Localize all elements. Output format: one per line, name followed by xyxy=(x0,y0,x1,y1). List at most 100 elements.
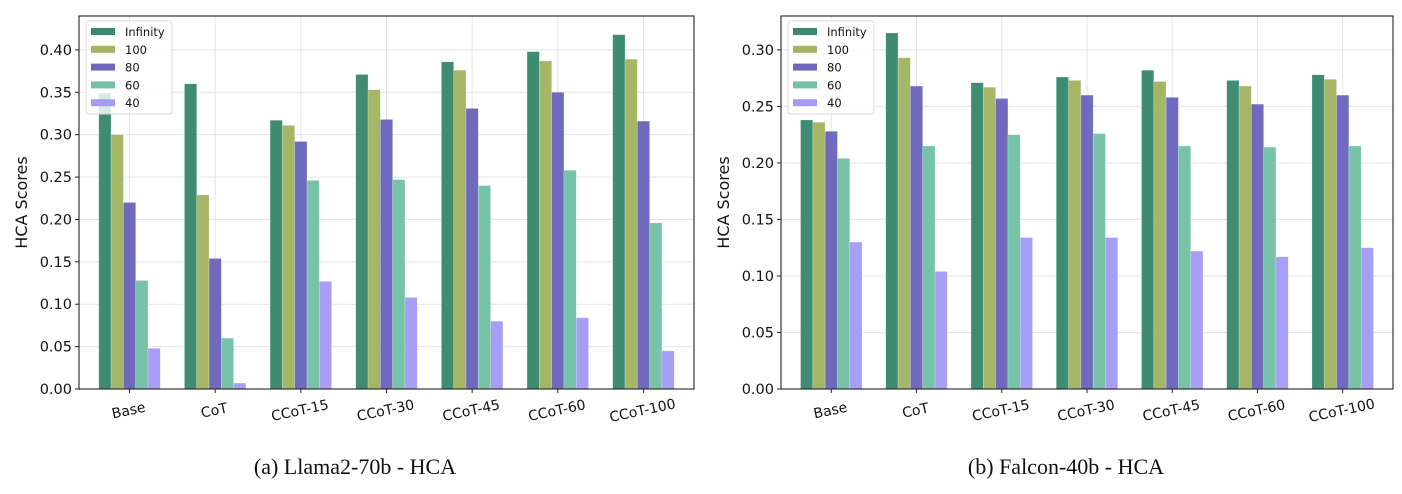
bar-60-ccot-15 xyxy=(1007,134,1021,390)
bar-60-ccot-100 xyxy=(649,222,663,390)
bar-40-ccot-15 xyxy=(1019,237,1033,390)
legend-label: Infinity xyxy=(827,25,867,39)
x-tick-label: CCoT-45 xyxy=(1141,397,1201,425)
bar-40-base xyxy=(849,241,863,390)
bar-80-ccot-100 xyxy=(1336,94,1350,390)
bar-40-ccot-15 xyxy=(318,281,332,390)
bar-40-ccot-30 xyxy=(1105,237,1119,390)
bar-80-ccot-100 xyxy=(637,120,650,390)
y-tick-label: 0.30 xyxy=(40,128,72,144)
legend-label: 80 xyxy=(125,61,140,75)
bar-100-ccot-30 xyxy=(1068,80,1082,390)
bars xyxy=(98,34,675,390)
y-axis: 0.00 0.05 0.10 0.15 0.20 0.25 0.30 0.35 0.40 xyxy=(40,43,79,398)
bar-100-ccot-60 xyxy=(1238,85,1252,390)
legend-swatch-infinity xyxy=(793,28,817,35)
bar-infinity-ccot-30 xyxy=(355,74,369,390)
bar-40-ccot-30 xyxy=(404,297,418,390)
legend-swatch-40 xyxy=(793,99,817,107)
bar-40-ccot-100 xyxy=(1360,247,1374,390)
bar-80-cot xyxy=(910,85,923,390)
bar-100-base xyxy=(812,121,826,390)
bar-infinity-ccot-30 xyxy=(1055,76,1069,390)
legend-swatch-80 xyxy=(793,63,817,71)
bar-60-base xyxy=(837,158,851,390)
bar-80-ccot-45 xyxy=(465,108,479,390)
legend-label: 60 xyxy=(827,78,842,92)
bar-80-base xyxy=(824,130,838,390)
bar-infinity-ccot-100 xyxy=(612,34,626,390)
chart-caption: (b) Falcon-40b - HCA xyxy=(967,454,1165,479)
legend-swatch-80 xyxy=(91,63,115,71)
legend: Infinity 100 80 60 40 xyxy=(787,20,875,115)
bar-infinity-cot xyxy=(184,83,198,390)
y-tick-label: 0.30 xyxy=(742,43,774,59)
x-tick-label: Base xyxy=(812,400,849,423)
bar-100-ccot-100 xyxy=(624,58,638,390)
bar-60-ccot-100 xyxy=(1348,145,1362,390)
bar-100-ccot-30 xyxy=(367,89,381,390)
x-tick-label: CCoT-60 xyxy=(1226,397,1286,425)
bar-100-ccot-100 xyxy=(1323,78,1337,390)
bar-100-cot xyxy=(196,194,210,390)
bar-100-ccot-45 xyxy=(453,69,467,390)
bar-infinity-ccot-15 xyxy=(970,82,984,390)
bar-100-ccot-15 xyxy=(282,125,295,390)
bar-60-ccot-60 xyxy=(1263,146,1277,390)
y-tick-label: 0.10 xyxy=(742,269,774,285)
bar-infinity-ccot-60 xyxy=(1226,80,1240,390)
legend-box xyxy=(85,20,173,115)
bar-40-ccot-45 xyxy=(490,320,504,390)
bar-80-ccot-30 xyxy=(380,119,393,390)
legend-swatch-infinity xyxy=(91,28,115,35)
bar-80-ccot-45 xyxy=(1165,97,1179,390)
legend-label: 100 xyxy=(827,43,849,57)
bar-80-base xyxy=(123,202,136,390)
legend-label: 40 xyxy=(125,96,140,110)
falcon-hca-bar-chart: 0.00 0.05 0.10 0.15 0.20 0.25 0.30 HCA Scores Ba… xyxy=(714,15,1394,426)
bar-60-base xyxy=(135,280,149,390)
bar-infinity-ccot-100 xyxy=(1311,74,1325,390)
y-tick-label: 0.15 xyxy=(40,255,72,271)
x-axis: Base CoT CCoT-15 CCoT-30 CCoT-45 CCoT-60 CCoT-… xyxy=(110,389,677,426)
bar-40-base xyxy=(147,348,161,390)
x-tick-label: CCoT-45 xyxy=(441,397,501,425)
x-tick-label: CCoT-100 xyxy=(1307,396,1376,426)
legend-label: 60 xyxy=(125,78,140,92)
bar-40-ccot-60 xyxy=(575,317,589,390)
x-tick-label: CCoT-100 xyxy=(608,396,677,426)
legend-label: 80 xyxy=(827,61,842,75)
bar-100-ccot-60 xyxy=(539,60,552,390)
y-axis-label: HCA Scores xyxy=(714,156,733,248)
bar-infinity-ccot-60 xyxy=(526,51,540,390)
x-tick-label: CCoT-15 xyxy=(270,397,330,425)
bar-80-ccot-15 xyxy=(995,98,1009,390)
x-axis: Base CoT CCoT-15 CCoT-30 CCoT-45 CCoT-60 CCoT-… xyxy=(812,389,1376,426)
legend: Infinity 100 80 60 40 xyxy=(85,20,173,115)
bar-60-cot xyxy=(922,145,936,390)
legend-swatch-60 xyxy=(793,81,817,89)
legend-swatch-100 xyxy=(91,45,115,53)
x-tick-label: CCoT-15 xyxy=(971,397,1031,425)
bar-80-ccot-60 xyxy=(551,91,565,390)
y-tick-label: 0.35 xyxy=(40,85,72,101)
bar-infinity-ccot-45 xyxy=(441,61,455,390)
x-tick-label: CCoT-60 xyxy=(527,397,587,425)
bar-infinity-ccot-45 xyxy=(1141,69,1155,390)
y-axis: 0.00 0.05 0.10 0.15 0.20 0.25 0.30 xyxy=(742,43,781,398)
legend-box xyxy=(787,20,875,115)
bar-60-ccot-45 xyxy=(1178,145,1191,390)
bar-60-cot xyxy=(221,337,234,390)
x-tick-label: CCoT-30 xyxy=(1056,397,1116,425)
bar-80-ccot-30 xyxy=(1080,94,1094,390)
legend-label: 100 xyxy=(125,43,147,57)
x-tick-label: CoT xyxy=(901,400,931,421)
bar-80-ccot-60 xyxy=(1251,103,1264,390)
bar-infinity-base xyxy=(98,92,112,390)
legend-label: Infinity xyxy=(125,25,165,39)
y-axis-label: HCA Scores xyxy=(12,156,31,248)
bar-60-ccot-60 xyxy=(563,169,577,390)
legend-swatch-60 xyxy=(91,81,115,89)
bar-infinity-base xyxy=(800,119,814,390)
y-tick-label: 0.25 xyxy=(40,170,72,186)
